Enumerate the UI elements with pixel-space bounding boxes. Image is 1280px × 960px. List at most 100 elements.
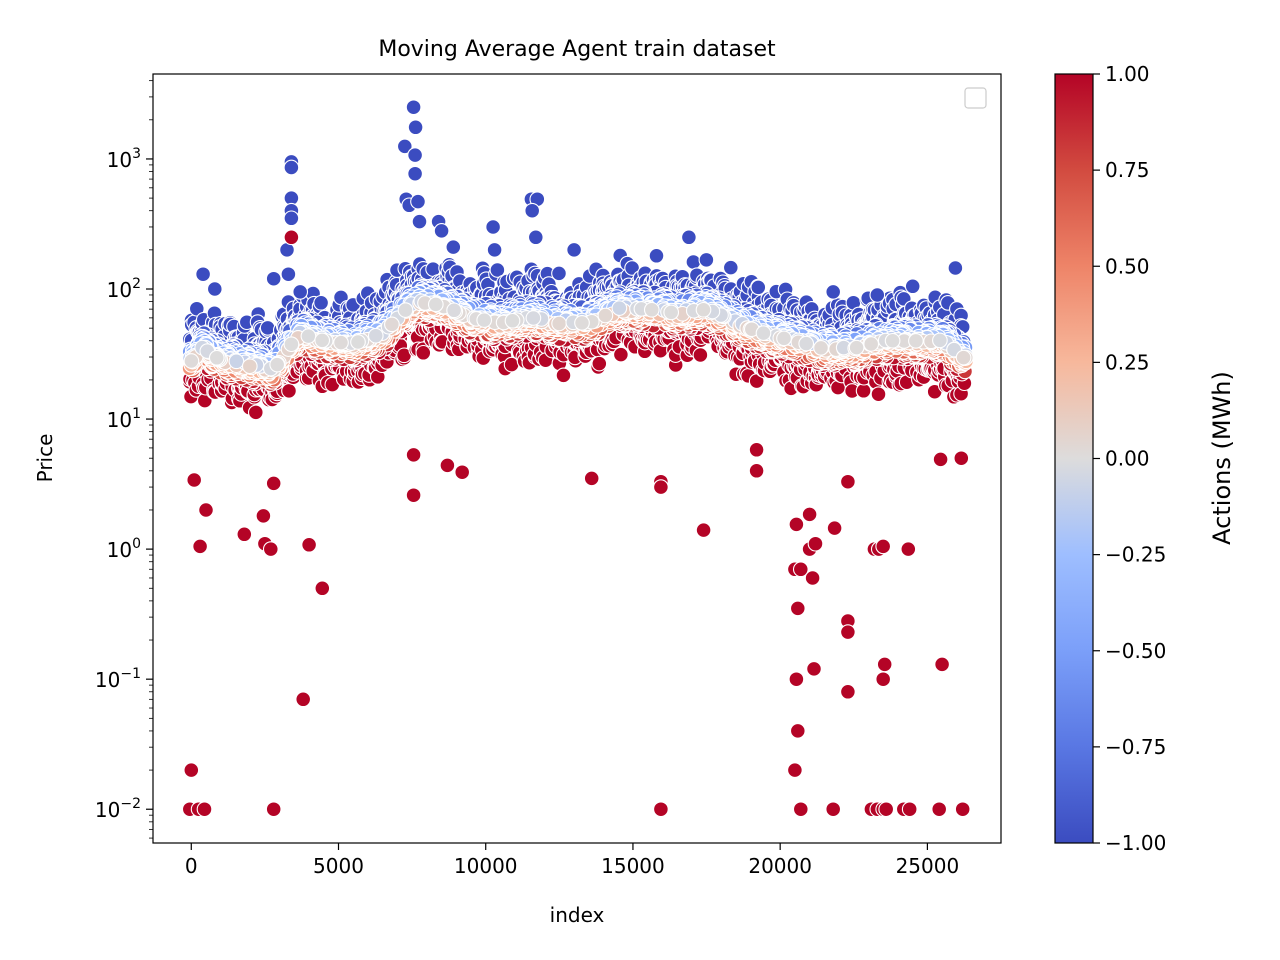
- data-point-outlier-low: [192, 538, 208, 555]
- data-point-outlier-high: [407, 119, 424, 136]
- data-point-outlier-low: [748, 462, 765, 479]
- data-point-outlier-low: [932, 451, 949, 468]
- data-point-outlier-low: [789, 600, 806, 617]
- data-point: [208, 349, 225, 366]
- data-point: [188, 300, 205, 317]
- colorbar-tick-label: 0.25: [1105, 350, 1150, 374]
- data-point-outlier-low: [748, 441, 765, 458]
- data-point-outlier-high: [280, 266, 297, 283]
- data-point-outlier-low: [934, 656, 950, 673]
- x-axis: 0 5000 10000 15000 20000 25000: [185, 843, 959, 878]
- y-tick-label: 10−2: [95, 796, 141, 822]
- data-point-outlier-low: [262, 541, 279, 557]
- data-point-outlier-low: [875, 671, 892, 688]
- data-point-outlier-high: [283, 159, 300, 176]
- colorbar-tick-label: 0.75: [1105, 158, 1150, 182]
- data-point: [551, 315, 567, 332]
- data-point: [798, 335, 815, 352]
- data-point: [755, 325, 772, 341]
- data-point-outlier-low: [295, 691, 312, 708]
- data-point-outlier-low: [840, 683, 856, 700]
- data-point-outlier-high: [947, 260, 964, 276]
- data-point: [313, 294, 329, 311]
- data-point-outlier-floor: [825, 801, 842, 818]
- x-tick-label: 25000: [896, 854, 960, 878]
- data-point-outlier-low: [301, 536, 317, 553]
- data-point-outlier-low: [283, 229, 300, 246]
- data-point-outlier-low: [840, 624, 856, 640]
- data-point: [314, 332, 331, 349]
- data-point: [525, 310, 542, 326]
- data-point: [932, 332, 948, 349]
- data-point: [855, 382, 872, 399]
- data-point-outlier-low: [801, 506, 818, 523]
- data-point-outlier-low: [900, 541, 917, 557]
- data-point: [259, 320, 276, 336]
- y-tick-label: 102: [107, 276, 141, 302]
- colorbar-tick-label: −0.25: [1105, 543, 1166, 567]
- colorbar-label: Actions (MWh): [1208, 371, 1236, 545]
- data-point: [427, 296, 444, 313]
- plot-area: [152, 73, 1002, 844]
- data-point-outlier-high: [292, 284, 309, 300]
- data-point: [848, 339, 865, 356]
- data-point-outlier-floor: [954, 801, 971, 818]
- data-point-outlier-floor: [787, 762, 803, 778]
- y-tick-label: 10−1: [95, 666, 141, 692]
- data-point-outlier-floor: [931, 801, 948, 818]
- y-axis: 10−2 10−1 100 101 102 103: [95, 80, 153, 839]
- data-point: [591, 355, 608, 372]
- data-point: [551, 265, 567, 282]
- data-point: [611, 300, 628, 316]
- data-point-outlier-low: [953, 450, 970, 467]
- data-point: [776, 330, 792, 347]
- data-point-outlier-low: [875, 538, 892, 555]
- data-point-outlier-low: [788, 516, 805, 533]
- data-point: [397, 302, 414, 318]
- data-point-outlier-high: [283, 210, 300, 227]
- data-point: [643, 301, 660, 318]
- data-point: [574, 315, 590, 331]
- data-point-outlier-high: [485, 219, 501, 235]
- data-point: [281, 383, 297, 399]
- data-point-outlier-high: [195, 266, 211, 283]
- data-point: [350, 334, 366, 350]
- y-tick-label: 103: [107, 146, 141, 172]
- data-point: [367, 327, 384, 344]
- x-tick-label: 5000: [313, 854, 364, 878]
- data-point: [908, 333, 924, 349]
- data-point-outlier-low: [186, 472, 203, 488]
- data-point-outlier-low: [788, 671, 805, 688]
- data-point-outlier-low: [454, 464, 471, 481]
- y-tick-label: 101: [107, 406, 141, 432]
- data-point: [415, 344, 432, 361]
- data-point-outlier-high: [410, 193, 426, 210]
- colorbar-ticks: 1.00 0.75 0.50 0.25 0.00 −0.25 −0.50 −0.75 −1.00: [1093, 62, 1166, 855]
- x-tick-label: 15000: [601, 854, 665, 878]
- chart-title: Moving Average Agent train dataset: [378, 37, 776, 62]
- data-point-outlier-high: [433, 223, 450, 239]
- data-point: [228, 353, 245, 370]
- data-point: [384, 316, 400, 333]
- y-tick-label: 100: [107, 536, 141, 562]
- data-point-outlier-low: [695, 522, 712, 538]
- data-point: [750, 279, 767, 296]
- data-point-outlier-high: [407, 147, 423, 163]
- data-point-outlier-floor: [901, 801, 918, 818]
- data-point-outlier-floor: [792, 801, 809, 818]
- colorbar-tick-label: 1.00: [1105, 62, 1150, 86]
- data-point: [685, 254, 702, 270]
- data-point-outlier-low: [405, 447, 422, 463]
- data-point-outlier-low: [314, 580, 331, 597]
- data-point: [446, 302, 462, 319]
- data-point-outlier-low: [826, 520, 843, 536]
- data-point-outlier-low: [806, 661, 822, 677]
- data-point-outlier-low: [198, 502, 214, 518]
- data-point-outlier-low: [405, 487, 422, 504]
- data-point-outlier-low: [265, 475, 282, 492]
- data-point: [813, 340, 829, 356]
- data-point: [300, 328, 317, 344]
- data-point: [698, 252, 715, 268]
- data-point-outlier-high: [411, 213, 428, 230]
